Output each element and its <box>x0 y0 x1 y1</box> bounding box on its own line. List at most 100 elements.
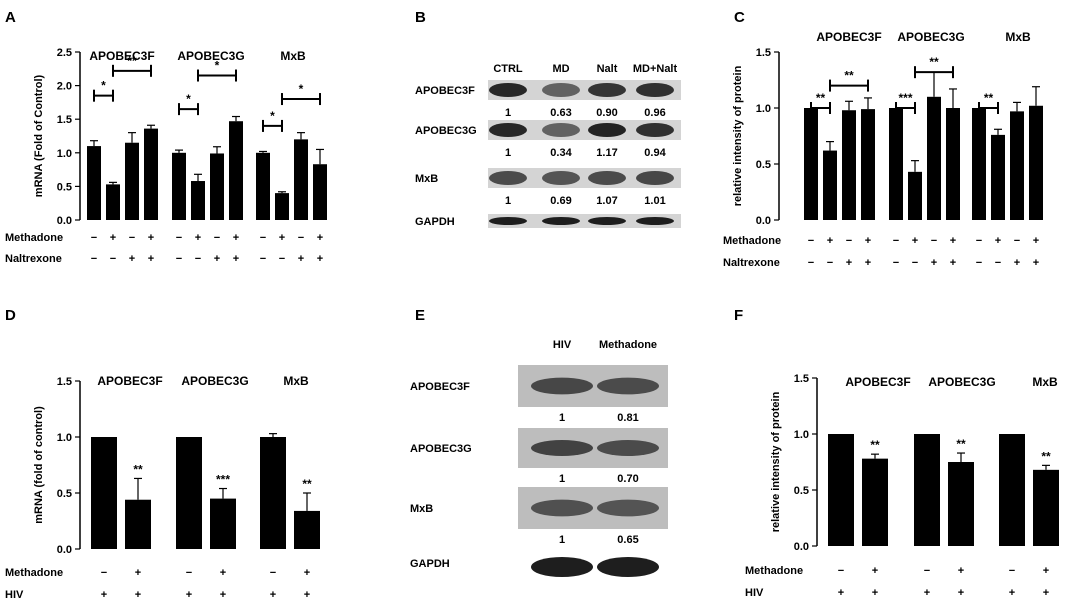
condition-sign-a: + <box>317 232 323 244</box>
significance-star-f: ** <box>956 437 966 451</box>
blot-row-label: APOBEC3F <box>415 85 475 97</box>
y-axis-label-c: relative intensity of protein <box>732 65 744 206</box>
condition-sign-f: + <box>872 565 878 577</box>
blot-band <box>597 499 659 517</box>
condition-sign-c: + <box>995 235 1001 247</box>
bar-a <box>106 184 120 220</box>
blot-column-label: HIV <box>553 339 572 351</box>
panel-letter-f: F <box>734 307 743 324</box>
condition-sign-a: − <box>110 253 116 265</box>
condition-sign-a: + <box>129 253 135 265</box>
blot-band <box>597 557 659 577</box>
blot-band <box>489 83 527 97</box>
group-label-f: APOBEC3G <box>928 375 995 389</box>
condition-sign-f: + <box>924 587 930 598</box>
y-tick-label-d: 1.0 <box>57 432 72 444</box>
condition-sign-c: + <box>950 235 956 247</box>
blot-band <box>489 123 527 137</box>
y-tick-label-c: 0.0 <box>756 215 771 227</box>
bar-c <box>972 108 986 220</box>
condition-sign-c: − <box>827 257 833 269</box>
panel-letter-d: D <box>5 307 16 324</box>
condition-label-a: Methadone <box>5 232 63 244</box>
panel-letter-a: A <box>5 9 16 26</box>
significance-label-c: ** <box>984 91 994 105</box>
bar-c <box>927 96 941 220</box>
condition-sign-f: + <box>872 587 878 598</box>
condition-sign-c: + <box>1033 235 1039 247</box>
condition-sign-c: + <box>912 235 918 247</box>
condition-sign-c: + <box>827 235 833 247</box>
bar-c <box>804 108 818 220</box>
blot-row-label: MxB <box>410 503 433 515</box>
condition-sign-c: − <box>931 235 937 247</box>
blot-band <box>531 499 593 517</box>
condition-sign-a: + <box>298 253 304 265</box>
condition-sign-d: + <box>220 589 226 598</box>
bar-c <box>889 108 903 220</box>
group-label-f: APOBEC3F <box>845 375 910 389</box>
blot-value: 0.70 <box>617 473 638 485</box>
blot-band <box>542 83 580 97</box>
condition-sign-d: + <box>220 567 226 579</box>
blot-strip <box>488 80 681 100</box>
blot-value: 0.81 <box>617 412 638 424</box>
blot-band <box>531 377 593 395</box>
condition-sign-f: + <box>1009 587 1015 598</box>
condition-sign-f: − <box>924 565 930 577</box>
condition-sign-a: − <box>176 253 182 265</box>
significance-label-a: * <box>215 59 220 73</box>
condition-sign-d: + <box>135 589 141 598</box>
condition-sign-c: + <box>950 257 956 269</box>
blot-band <box>531 440 593 456</box>
bar-c <box>946 108 960 220</box>
condition-label-c: Naltrexone <box>723 257 780 269</box>
bar-a <box>144 128 158 220</box>
bar-c <box>823 150 837 220</box>
blot-value: 1 <box>505 195 511 207</box>
group-label-d: APOBEC3G <box>181 374 248 388</box>
significance-label-c: *** <box>898 91 912 105</box>
blot-value: 0.65 <box>617 534 638 546</box>
significance-label-a: * <box>299 82 304 96</box>
bar-a <box>191 181 205 220</box>
y-tick-label-c: 1.0 <box>756 103 771 115</box>
blot-column-label: CTRL <box>493 63 523 75</box>
condition-sign-c: − <box>976 257 982 269</box>
significance-label-a: * <box>186 92 191 106</box>
blot-value: 0.96 <box>644 107 665 119</box>
significance-star-f: ** <box>1041 449 1051 463</box>
blot-row-label: GAPDH <box>415 216 455 228</box>
blot-value: 1 <box>559 534 565 546</box>
condition-sign-c: − <box>893 257 899 269</box>
group-label-d: MxB <box>283 374 309 388</box>
blot-column-label: MD+Nalt <box>633 63 678 75</box>
panel-letter-b: B <box>415 9 426 26</box>
bar-a <box>210 153 224 220</box>
blot-value: 1.07 <box>596 195 617 207</box>
y-tick-label-f: 1.0 <box>794 429 809 441</box>
blot-strip <box>488 168 681 188</box>
blot-band <box>489 171 527 185</box>
condition-sign-c: − <box>912 257 918 269</box>
blot-row-label: APOBEC3G <box>410 443 472 455</box>
blot-band <box>542 123 580 137</box>
y-tick-label-d: 0.0 <box>57 544 72 556</box>
condition-sign-c: − <box>995 257 1001 269</box>
condition-sign-c: − <box>808 235 814 247</box>
group-label-c: MxB <box>1005 30 1031 44</box>
condition-sign-c: − <box>808 257 814 269</box>
y-axis-label-f: relative intensity of protein <box>770 391 782 532</box>
condition-sign-a: − <box>91 232 97 244</box>
blot-row-label: GAPDH <box>410 558 450 570</box>
condition-sign-d: + <box>304 589 310 598</box>
condition-label-f: Methadone <box>745 565 803 577</box>
significance-label-a: ** <box>127 54 137 68</box>
y-tick-label-c: 0.5 <box>756 159 771 171</box>
condition-sign-a: − <box>260 232 266 244</box>
condition-sign-a: + <box>317 253 323 265</box>
blot-band <box>542 171 580 185</box>
y-tick-label-a: 1.5 <box>57 114 72 126</box>
y-tick-label-a: 2.0 <box>57 81 72 93</box>
